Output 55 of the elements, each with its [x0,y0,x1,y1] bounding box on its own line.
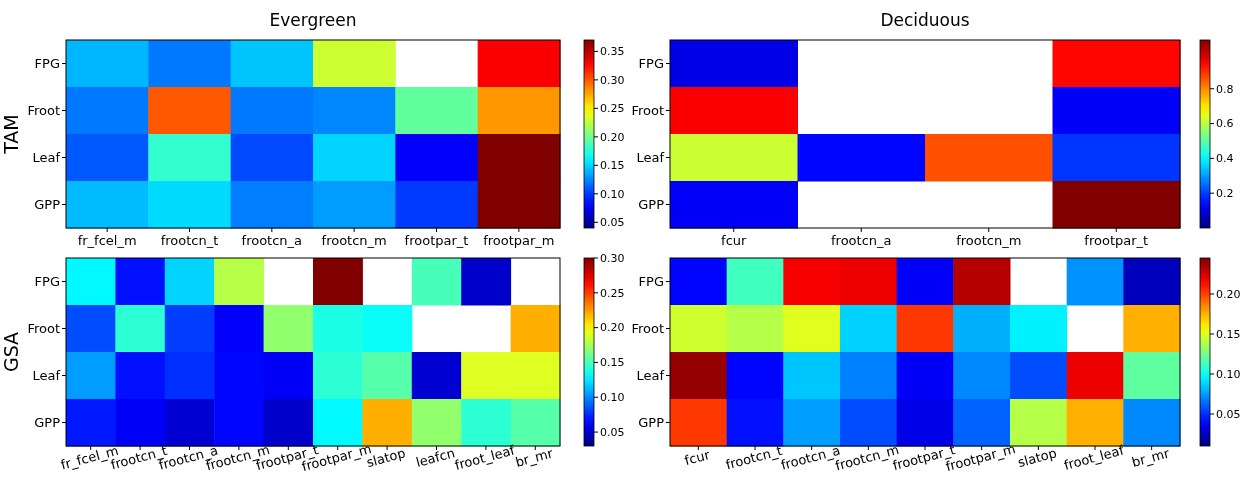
color-bar-label: 0.20 [600,321,625,335]
x-tick-label: fcur [683,446,712,469]
x-tick-label: frootcn_t [160,233,219,248]
x-tick-label: frootpar_t [404,233,469,248]
color-bar-label: 0.30 [600,73,625,87]
y-tick-label: GPP [34,415,61,431]
y-tick-label: Froot [631,321,664,337]
y-tick-label: FPG [34,274,60,290]
color-bar-label: 0.6 [1216,117,1234,131]
color-bar-label: 0.2 [1216,187,1234,201]
x-tick-label: frootpar_t [1084,233,1149,248]
color-bar-label: 0.05 [600,425,625,439]
x-tick-label: frootcn_m [956,233,1022,248]
color-bar-label: 0.15 [600,159,625,173]
chart-title: Evergreen [269,10,357,30]
color-bar-label: 0.30 [600,251,625,265]
y-tick-label: Leaf [636,368,665,384]
y-tick-label: GPP [638,415,665,431]
color-bar-label: 0.8 [1216,82,1234,96]
y-tick-label: GPP [638,197,665,213]
color-bar-label: 0.15 [600,356,625,370]
y-tick-label: Froot [631,103,664,119]
y-axis-title: GSA [0,331,22,373]
color-bar-label: 0.35 [600,45,625,59]
y-tick-label: Leaf [636,150,665,166]
color-bar-label: 0.05 [600,216,625,230]
color-bar-label: 0.20 [600,130,625,144]
y-axis-title: TAM [0,114,22,155]
x-tick-label: frootcn_a [241,233,303,248]
color-bar-label: 0.10 [600,187,625,201]
y-tick-label: Leaf [32,368,61,384]
y-tick-label: FPG [34,56,60,72]
color-bar-label: 0.25 [600,102,625,116]
color-bar-label: 0.4 [1216,152,1234,166]
y-tick-label: FPG [638,56,664,72]
y-tick-label: Froot [27,103,60,119]
chart-title: Deciduous [880,10,970,30]
x-tick-label: br_mr [513,445,556,470]
color-bar-label: 0.10 [1216,367,1241,381]
x-tick-label: slatop [1016,445,1059,471]
x-tick-label: frootcn_a [831,233,892,248]
y-tick-label: FPG [638,274,664,290]
y-tick-label: Froot [27,321,60,337]
color-bar-label: 0.05 [1216,407,1241,421]
y-tick-label: GPP [34,197,61,213]
x-tick-label: frootpar_m [483,233,555,248]
color-bar-label: 0.20 [1216,287,1241,301]
color-bar-label: 0.10 [600,391,625,405]
x-tick-label: frootcn_m [321,233,387,248]
x-tick-label: fcur [721,233,748,248]
x-tick-label: fr_fcel_m [77,233,137,248]
y-tick-label: Leaf [32,150,61,166]
color-bar-label: 0.25 [600,286,625,300]
color-bar-label: 0.15 [1216,327,1241,341]
x-tick-label: br_mr [1130,445,1172,470]
